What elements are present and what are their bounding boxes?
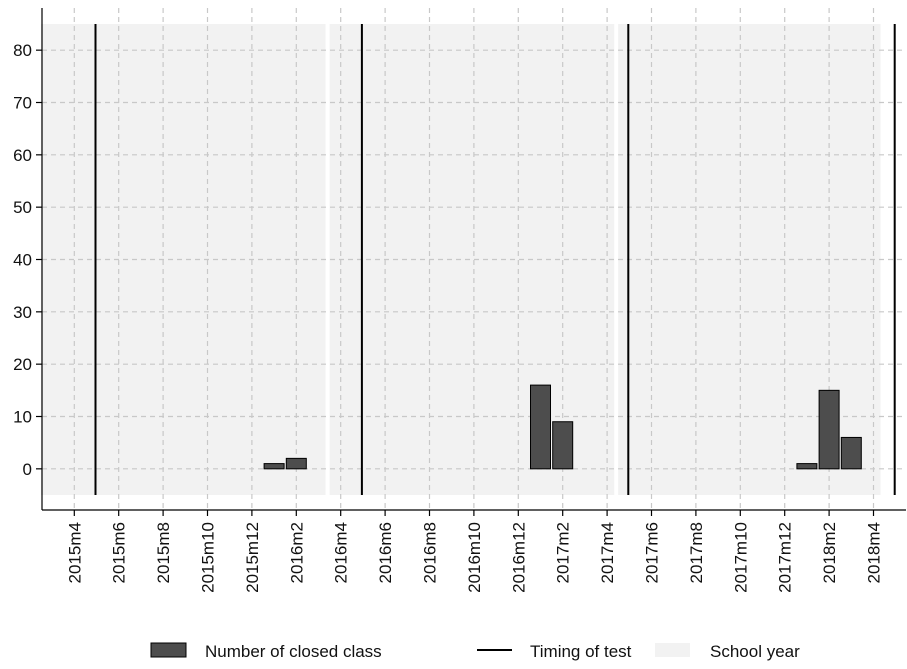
legend-swatch-band <box>655 643 690 657</box>
x-tick-label: 2018m2 <box>820 522 839 583</box>
y-tick-label: 40 <box>13 251 32 270</box>
school-year-band <box>41 24 326 495</box>
x-tick-label: 2016m6 <box>376 522 395 583</box>
y-tick-label: 30 <box>13 303 32 322</box>
y-tick-label: 50 <box>13 198 32 217</box>
x-tick-label: 2016m12 <box>509 522 528 593</box>
y-tick-label: 60 <box>13 146 32 165</box>
x-tick-label: 2015m4 <box>65 522 84 583</box>
x-tick-label: 2017m12 <box>776 522 795 593</box>
x-tick-label: 2017m2 <box>554 522 573 583</box>
x-tick-label: 2016m10 <box>465 522 484 593</box>
y-tick-label: 0 <box>23 460 32 479</box>
bar-closed-class <box>796 463 818 470</box>
legend-label-bar: Number of closed class <box>205 642 382 661</box>
legend-swatch-bar <box>150 642 187 658</box>
x-tick-label: 2017m8 <box>687 522 706 583</box>
bar-closed-class <box>552 421 574 470</box>
legend-label-line: Timing of test <box>530 642 632 661</box>
x-tick-label: 2015m6 <box>110 522 129 583</box>
bar-closed-class <box>530 384 551 470</box>
x-tick-label: 2015m10 <box>199 522 218 593</box>
bar-closed-class <box>263 463 285 470</box>
x-tick-label: 2015m8 <box>154 522 173 583</box>
x-tick-label: 2016m4 <box>332 522 351 583</box>
y-tick-label: 70 <box>13 94 32 113</box>
legend-label-band: School year <box>710 642 800 661</box>
x-tick-label: 2017m4 <box>598 522 617 583</box>
x-tick-label: 2016m2 <box>287 522 306 583</box>
x-tick-label: 2016m8 <box>421 522 440 583</box>
y-tick-label: 20 <box>13 355 32 374</box>
bar-closed-class <box>285 457 307 470</box>
bar-closed-class <box>840 436 862 470</box>
y-tick-label: 10 <box>13 408 32 427</box>
x-tick-label: 2017m6 <box>643 522 662 583</box>
y-tick-label: 80 <box>13 41 32 60</box>
x-tick-label: 2017m10 <box>731 522 750 593</box>
bar-closed-class <box>818 389 840 470</box>
x-tick-label: 2018m4 <box>865 522 884 583</box>
x-tick-label: 2015m12 <box>243 522 262 593</box>
